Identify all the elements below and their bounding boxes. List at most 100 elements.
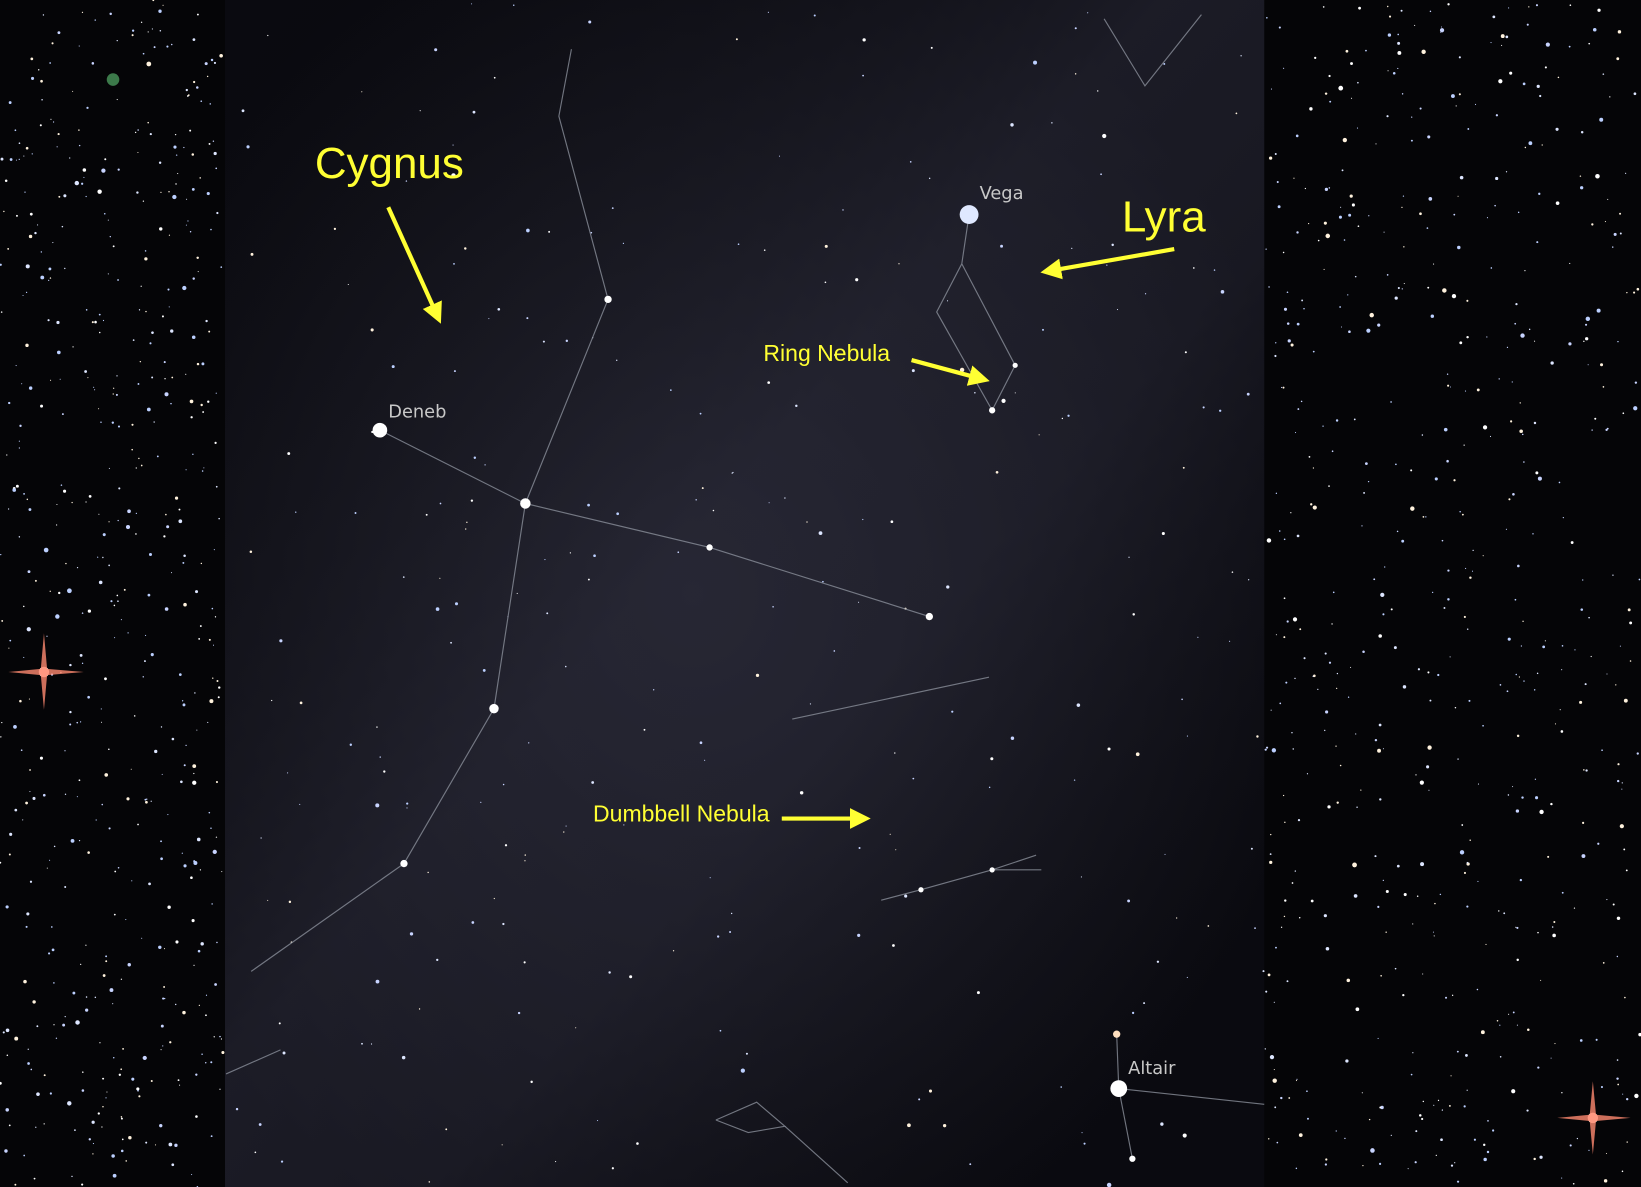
- star: [1336, 688, 1337, 689]
- star: [1495, 177, 1498, 180]
- star: [1318, 240, 1320, 242]
- star: [216, 942, 217, 943]
- star: [1394, 646, 1397, 649]
- star: [1581, 131, 1583, 133]
- star: [768, 12, 769, 13]
- star: [141, 465, 143, 467]
- star: [1100, 173, 1102, 175]
- star: [1352, 863, 1357, 868]
- star: [198, 271, 199, 272]
- star: [1309, 456, 1311, 458]
- star: [136, 191, 138, 193]
- star: [862, 38, 865, 41]
- star: [28, 508, 31, 511]
- star: [218, 518, 220, 520]
- star: [49, 62, 51, 64]
- star: [1605, 221, 1606, 222]
- star: [1350, 667, 1351, 668]
- star: [1423, 516, 1425, 518]
- star: [1397, 865, 1400, 868]
- star: [164, 361, 166, 363]
- star: [80, 721, 81, 722]
- star: [1403, 685, 1406, 688]
- star: [175, 1004, 176, 1005]
- star: [1275, 153, 1277, 155]
- star: [1403, 246, 1404, 247]
- star: [1087, 12, 1088, 13]
- star: [1571, 541, 1574, 544]
- star: [206, 995, 207, 996]
- star: [1591, 429, 1592, 430]
- star: [52, 949, 55, 952]
- star: [814, 14, 816, 16]
- star: [27, 1062, 30, 1065]
- star: [151, 653, 154, 656]
- star: [210, 828, 211, 829]
- star: [212, 608, 214, 610]
- star: [113, 393, 114, 394]
- star: [205, 1014, 207, 1016]
- star: [14, 1184, 16, 1186]
- star: [6, 454, 7, 455]
- star: [1279, 703, 1281, 705]
- star: [1515, 927, 1516, 928]
- star: [23, 606, 25, 608]
- star: [1459, 341, 1462, 344]
- star: [1366, 329, 1370, 333]
- star: [193, 965, 194, 966]
- star: [471, 921, 474, 924]
- star: [1626, 1098, 1628, 1100]
- star: [99, 314, 101, 316]
- star: [137, 152, 138, 153]
- star: [184, 764, 186, 766]
- star: [109, 827, 111, 829]
- star: [1251, 848, 1253, 850]
- star: [77, 567, 78, 568]
- star: [1297, 535, 1300, 538]
- star: [102, 1106, 103, 1107]
- star: [102, 1078, 104, 1080]
- star: [279, 639, 282, 642]
- star: [1051, 122, 1052, 123]
- star: [1521, 645, 1522, 646]
- star: [1585, 324, 1587, 326]
- star: [1433, 1105, 1434, 1106]
- star: [334, 228, 336, 230]
- star: [1617, 1059, 1619, 1061]
- star: [1629, 621, 1632, 624]
- star: [27, 499, 28, 500]
- star: [65, 794, 66, 795]
- star: [214, 983, 217, 986]
- star: [85, 1008, 88, 1011]
- star: [1380, 975, 1382, 977]
- star: [1336, 1130, 1337, 1131]
- star: [1546, 43, 1550, 47]
- star: [1537, 673, 1538, 674]
- star: [145, 801, 148, 804]
- star: [1284, 308, 1287, 311]
- star: [525, 854, 526, 855]
- star: [772, 606, 774, 608]
- star: [1497, 1020, 1499, 1022]
- star: [1420, 107, 1422, 109]
- star: [148, 882, 151, 885]
- star: [200, 100, 202, 102]
- star: [216, 393, 217, 394]
- star: [44, 548, 49, 553]
- star: [165, 607, 169, 611]
- star: [57, 31, 60, 34]
- star: [1600, 363, 1603, 366]
- star: [207, 192, 210, 195]
- star: [48, 280, 49, 281]
- star: [1475, 104, 1476, 105]
- star: [145, 635, 146, 636]
- star: [1520, 333, 1524, 337]
- star: [1457, 758, 1458, 759]
- star: [1397, 68, 1398, 69]
- star: [731, 913, 732, 914]
- star: [1033, 61, 1037, 65]
- star: [260, 837, 261, 838]
- star: [1550, 803, 1552, 805]
- star: [219, 1089, 220, 1090]
- star: [1369, 313, 1373, 317]
